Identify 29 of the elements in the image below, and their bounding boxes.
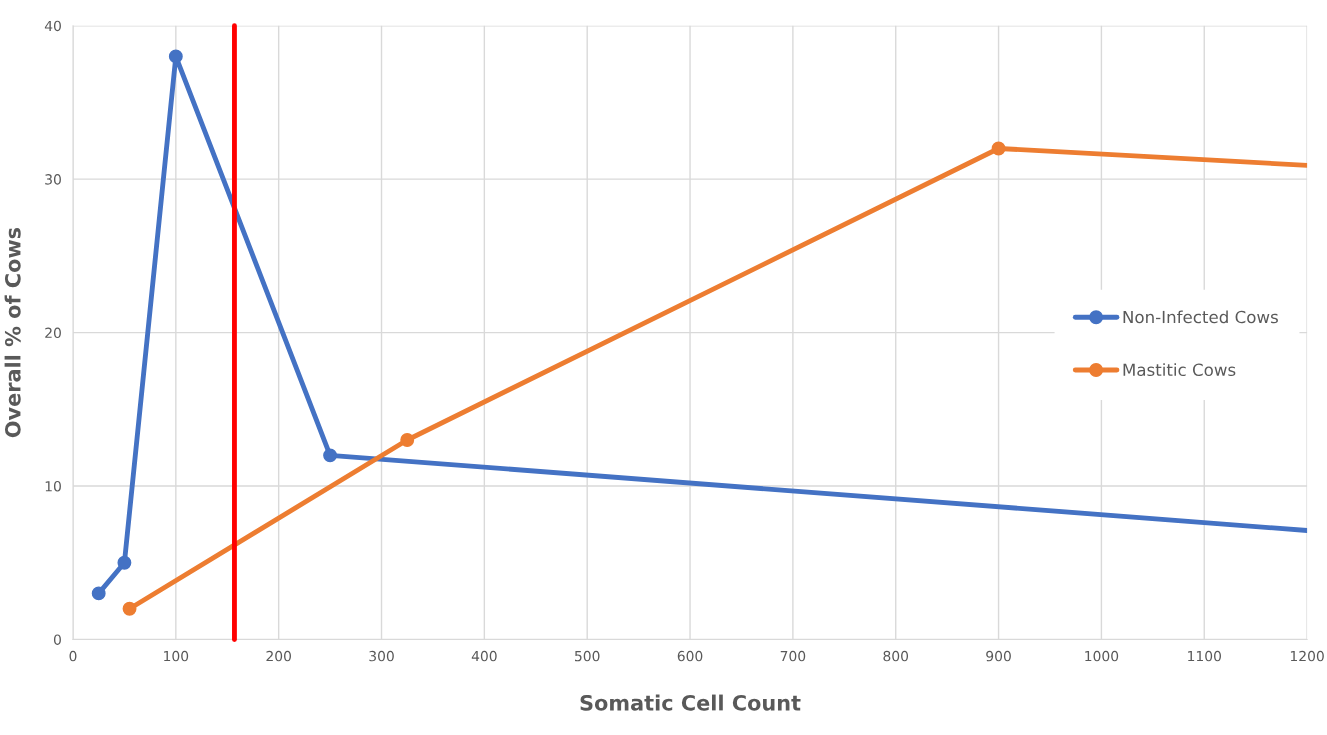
x-tick-label: 800 <box>883 650 909 662</box>
x-tick-label: 1200 <box>1290 650 1324 662</box>
x-axis-title: Somatic Cell Count <box>580 694 801 711</box>
y-axis-title: Overall % of Cows <box>4 227 21 438</box>
x-tick-label: 900 <box>986 650 1011 662</box>
y-tick-label: 0 <box>53 634 61 645</box>
x-tick-label: 1000 <box>1085 650 1119 662</box>
y-tick-label: 40 <box>44 20 61 32</box>
point <box>991 141 1006 156</box>
y-tick-label: 10 <box>45 480 61 492</box>
x-tick-label: 700 <box>780 650 806 662</box>
point <box>117 555 132 570</box>
x-tick-label: 300 <box>369 650 394 662</box>
y-tick-label: 30 <box>45 174 61 185</box>
point <box>122 601 137 616</box>
x-tick-label: 600 <box>677 650 703 662</box>
point <box>91 586 106 601</box>
point <box>168 49 183 64</box>
x-tick-label: 1100 <box>1188 650 1221 662</box>
x-tick-label: 0 <box>69 650 77 662</box>
x-tick-label: 500 <box>575 650 600 662</box>
legend-label: Non-Infected Cows <box>1123 310 1278 324</box>
x-tick-label: 200 <box>266 650 291 662</box>
point <box>323 448 338 463</box>
x-tick-label: 100 <box>164 650 189 662</box>
x-tick-label: 400 <box>471 650 497 662</box>
legend-label: Mastitic Cows <box>1123 363 1236 377</box>
point <box>400 433 415 447</box>
y-tick-label: 20 <box>45 327 61 339</box>
